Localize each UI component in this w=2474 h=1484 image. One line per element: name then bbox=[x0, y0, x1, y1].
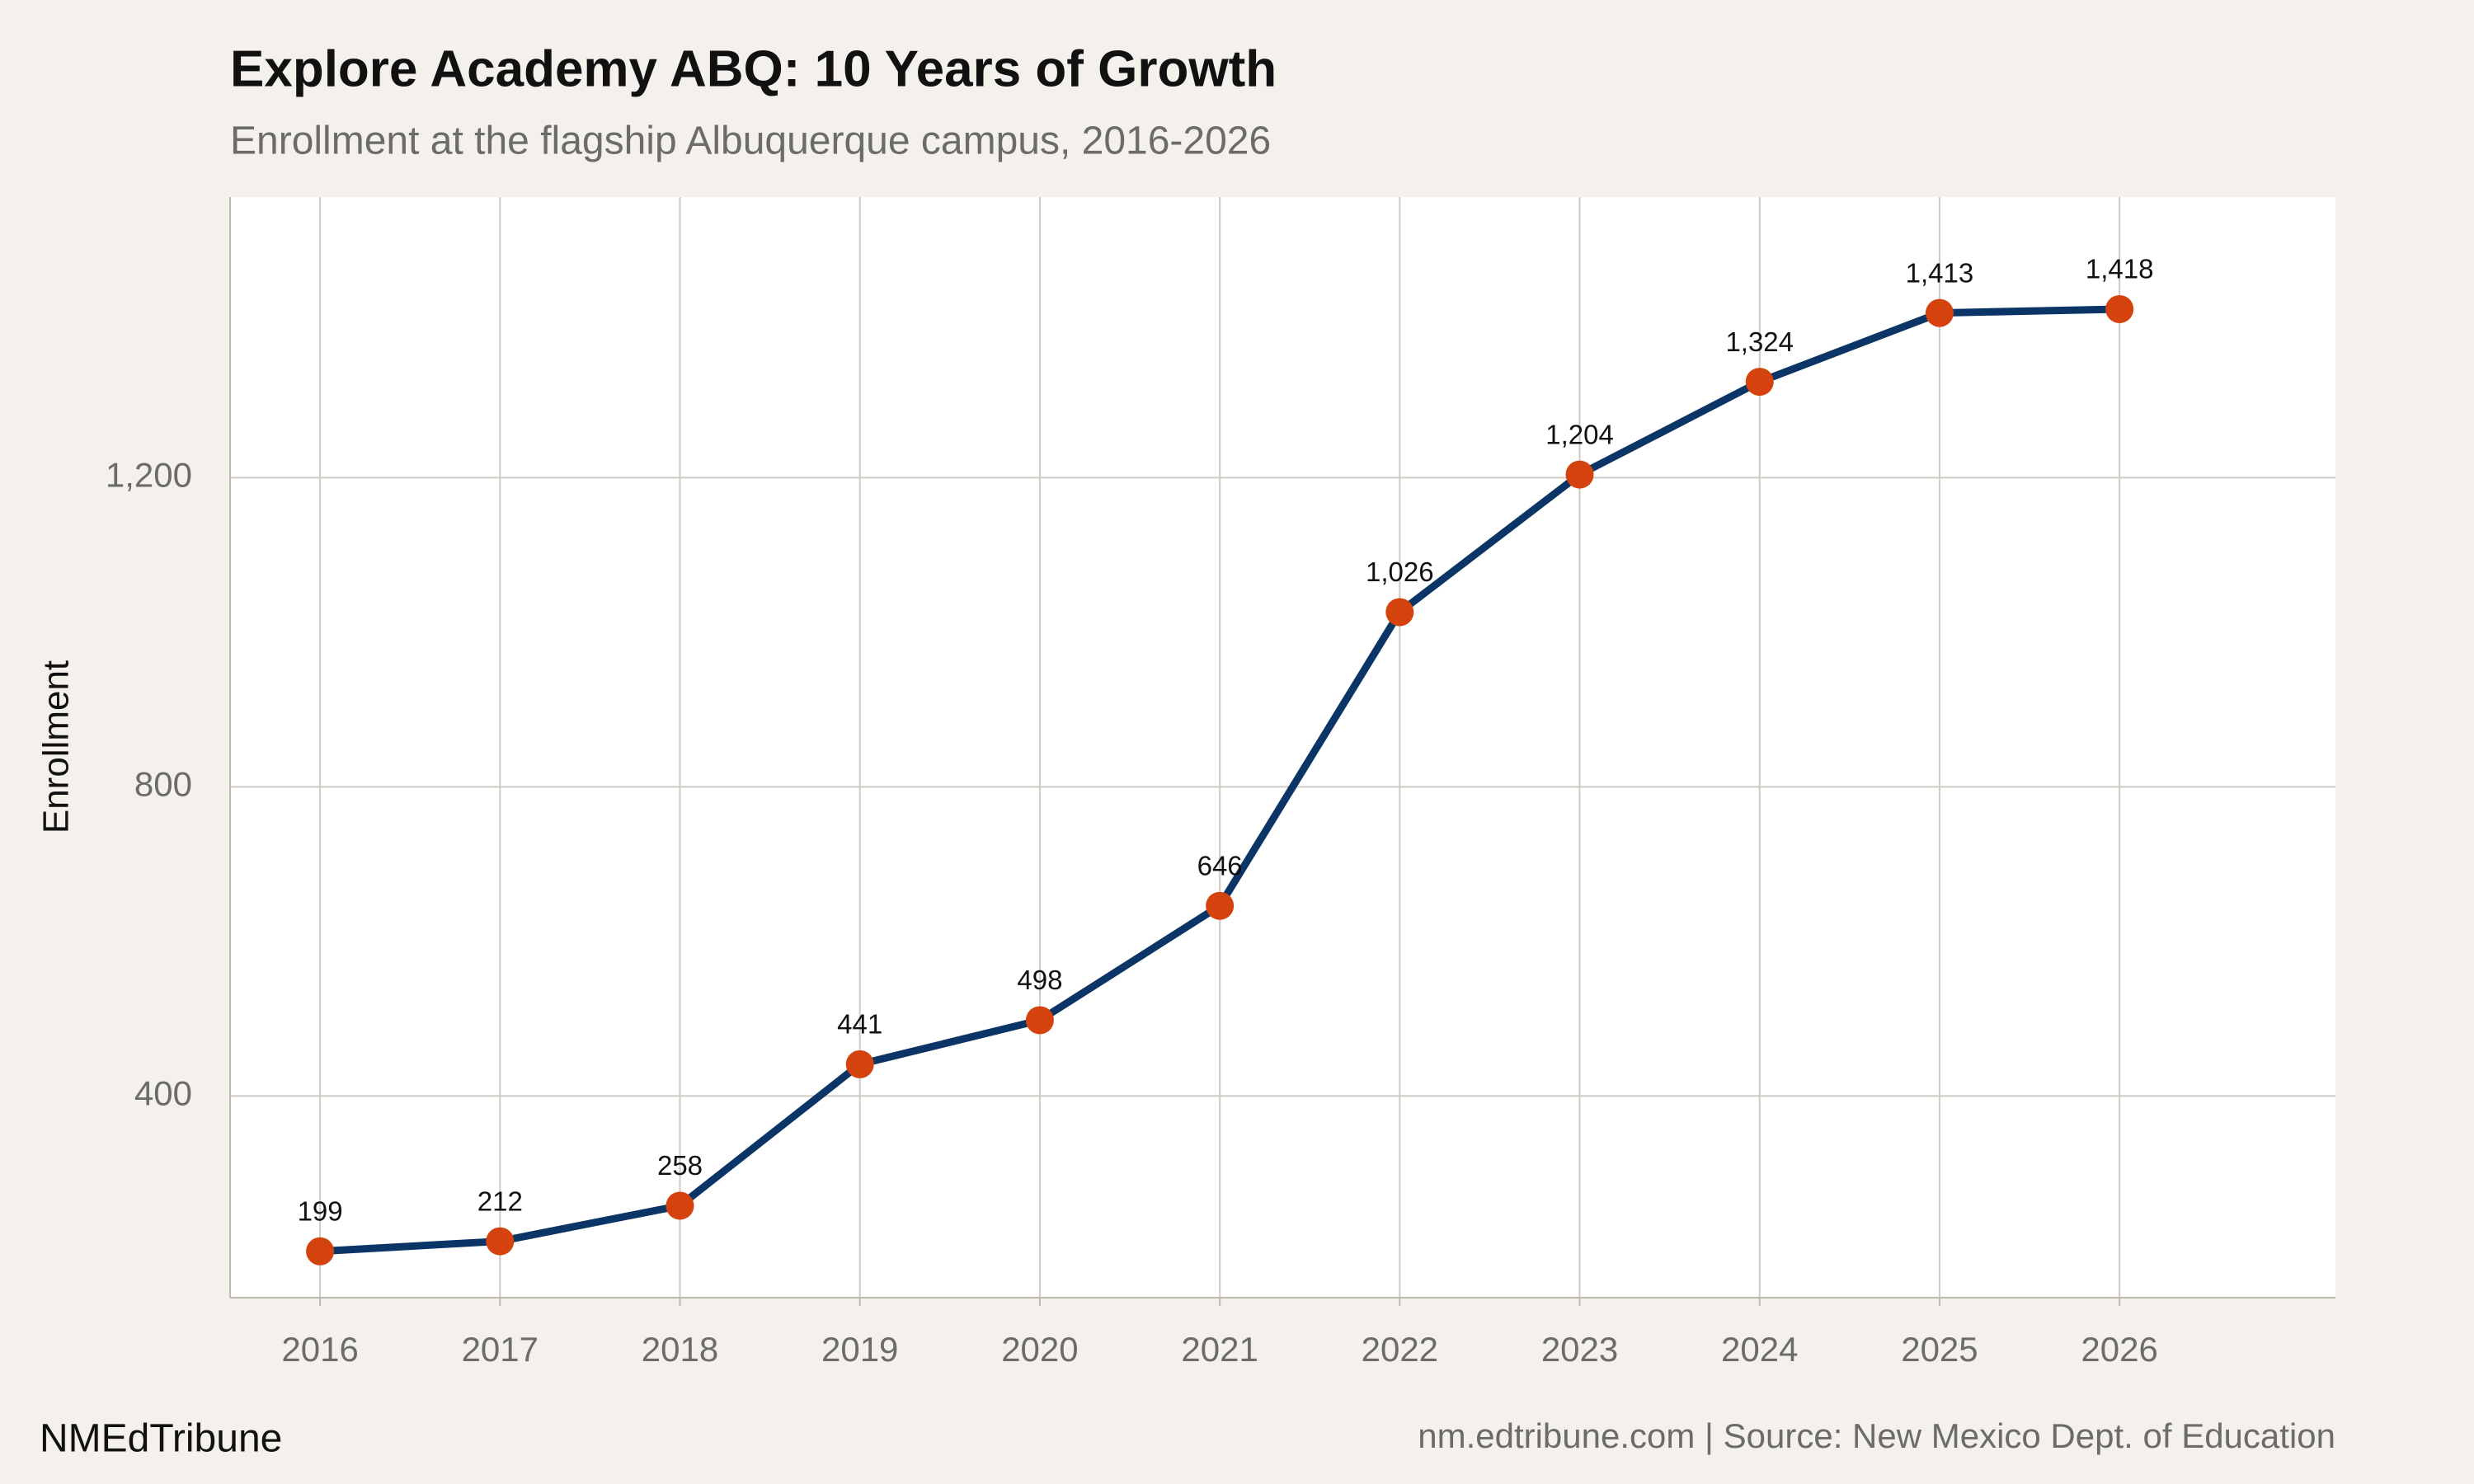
x-tick-label: 2022 bbox=[1362, 1330, 1438, 1369]
data-point bbox=[306, 1237, 335, 1266]
chart-title: Explore Academy ABQ: 10 Years of Growth bbox=[230, 40, 1277, 97]
data-label: 646 bbox=[1197, 850, 1243, 881]
y-tick-label: 800 bbox=[134, 764, 192, 803]
plot-area bbox=[230, 197, 2335, 1298]
data-point bbox=[1385, 598, 1414, 627]
marks: 199 212 258 441 498 646 1,026 1,204 1,324 1,413 1,… bbox=[298, 254, 2154, 1266]
x-tick-label: 2019 bbox=[821, 1330, 898, 1369]
data-point bbox=[2105, 294, 2134, 323]
x-tick-label: 2024 bbox=[1721, 1330, 1798, 1369]
y-tick-label: 1,200 bbox=[106, 455, 192, 494]
x-tick-label: 2017 bbox=[462, 1330, 539, 1369]
data-point bbox=[1745, 368, 1774, 397]
brand: NMEdTribune bbox=[40, 1417, 282, 1461]
data-label: 258 bbox=[657, 1150, 703, 1181]
data-label: 1,026 bbox=[1366, 556, 1434, 587]
data-point bbox=[1025, 1006, 1054, 1035]
x-tick-label: 2018 bbox=[642, 1330, 718, 1369]
x-tick-label: 2025 bbox=[1901, 1330, 1978, 1369]
data-label: 1,413 bbox=[1906, 257, 1974, 288]
x-tick-label: 2016 bbox=[281, 1330, 358, 1369]
x-tick-label: 2026 bbox=[2081, 1330, 2157, 1369]
data-point bbox=[845, 1050, 874, 1078]
data-point bbox=[1565, 460, 1594, 489]
grid bbox=[229, 197, 2335, 1306]
data-label: 441 bbox=[837, 1009, 882, 1040]
y-axis-label: Enrollment bbox=[36, 660, 77, 834]
data-label: 1,204 bbox=[1545, 419, 1614, 449]
y-tick-label: 400 bbox=[134, 1073, 192, 1112]
data-label: 212 bbox=[477, 1186, 523, 1216]
chart-subtitle: Enrollment at the flagship Albuquerque c… bbox=[230, 120, 1271, 163]
data-label: 498 bbox=[1017, 965, 1062, 995]
data-point bbox=[666, 1191, 694, 1220]
x-tick-label: 2020 bbox=[1001, 1330, 1078, 1369]
x-tick-label: 2023 bbox=[1541, 1330, 1618, 1369]
data-point bbox=[1925, 298, 1954, 327]
data-label: 1,324 bbox=[1725, 326, 1794, 357]
data-point bbox=[1206, 891, 1235, 920]
x-tick-label: 2021 bbox=[1181, 1330, 1258, 1369]
data-point bbox=[486, 1227, 515, 1256]
data-label: 1,418 bbox=[2086, 254, 2154, 284]
data-label: 199 bbox=[298, 1195, 343, 1226]
source-note: nm.edtribune.com | Source: New Mexico De… bbox=[1418, 1416, 2335, 1455]
